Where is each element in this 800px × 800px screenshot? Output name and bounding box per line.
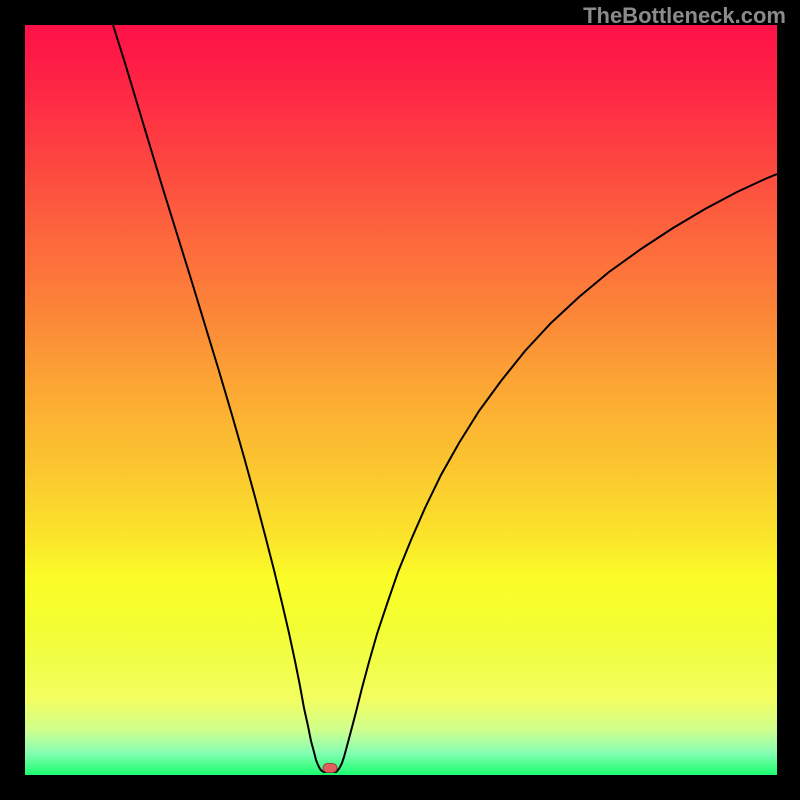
watermark-text: TheBottleneck.com <box>583 3 786 29</box>
minimum-marker <box>323 764 337 773</box>
chart-frame: TheBottleneck.com <box>0 0 800 800</box>
plot-area <box>25 25 777 775</box>
bottleneck-curve <box>113 25 777 772</box>
plot-svg <box>25 25 777 775</box>
